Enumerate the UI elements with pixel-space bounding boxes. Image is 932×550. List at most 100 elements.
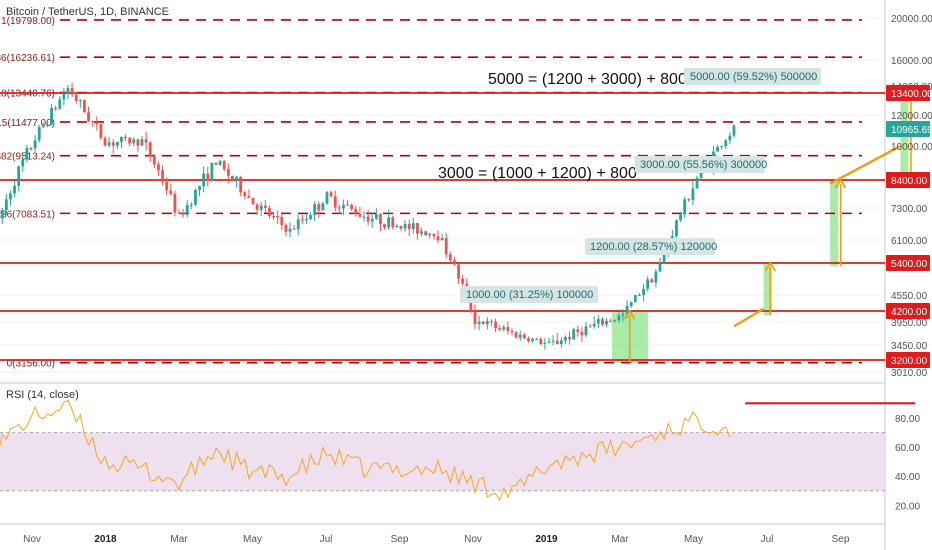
candle-body — [161, 170, 164, 182]
candle-body — [140, 139, 144, 146]
candle-body — [724, 140, 728, 147]
candle-body — [239, 176, 243, 193]
candle-body — [555, 340, 559, 345]
candle-body — [313, 204, 317, 216]
candle-body — [498, 328, 502, 330]
candle-body — [543, 342, 547, 345]
rsi-tick-label: 40.00 — [895, 472, 920, 483]
candle-body — [268, 207, 271, 216]
candle-body — [210, 162, 214, 181]
candle-body — [247, 196, 251, 198]
candle-body — [70, 88, 74, 95]
candle-body — [683, 199, 687, 215]
candle-body — [111, 142, 115, 146]
rsi-title: RSI (14, close) — [6, 389, 79, 401]
candle-body — [157, 164, 160, 171]
candle-body — [477, 321, 481, 325]
candle-body — [514, 332, 518, 338]
price-panel — [0, 0, 885, 382]
time-tick-label: Sep — [391, 534, 409, 545]
candle-body — [366, 216, 370, 222]
time-tick-label: May — [684, 534, 703, 545]
candle-body — [420, 231, 423, 234]
candle-body — [255, 204, 259, 210]
candle-body — [391, 217, 395, 227]
candle-body — [448, 254, 452, 261]
candle-body — [502, 327, 506, 330]
fib-level-label: 0.5(11477.00) — [0, 118, 55, 129]
candle-body — [280, 217, 284, 225]
candle-body — [165, 181, 169, 191]
candle-body — [510, 331, 514, 333]
candle-body — [87, 112, 90, 122]
badge-3000-bg — [635, 156, 765, 173]
candle-body — [128, 137, 132, 144]
candle-body — [440, 238, 444, 241]
price-tick-label: 12000.00 — [891, 111, 932, 122]
candle-body — [527, 338, 530, 342]
candle-body — [584, 326, 588, 336]
candle-body — [83, 100, 86, 113]
candle-body — [370, 218, 374, 222]
price-tick-label: 3010.00 — [891, 368, 928, 379]
candle-body — [276, 216, 280, 218]
candle-body — [716, 147, 719, 152]
badge-1200-bg — [585, 238, 715, 255]
candle-body — [173, 193, 177, 213]
candle-body — [62, 93, 66, 100]
candle-body — [732, 125, 736, 136]
badge-5000-bg — [684, 68, 821, 85]
candle-body — [453, 260, 456, 265]
candle-body — [506, 327, 510, 332]
candle-body — [362, 216, 366, 218]
candle-body — [428, 233, 432, 236]
measured-move-zone — [830, 180, 839, 267]
candle-body — [103, 138, 107, 146]
candle-body — [177, 212, 181, 214]
candle-body — [617, 315, 621, 320]
candle-body — [50, 107, 53, 125]
candle-body — [321, 203, 325, 211]
price-tick-label: 4550.00 — [891, 291, 928, 302]
candle-body — [399, 225, 403, 229]
candle-body — [66, 88, 70, 94]
candle-body — [646, 279, 650, 289]
candle-body — [621, 314, 625, 316]
trend-line — [829, 144, 902, 185]
candle-body — [374, 214, 378, 219]
price-tag-bg — [886, 172, 930, 188]
candle-body — [185, 204, 189, 215]
candle-body — [424, 231, 428, 236]
candle-body — [601, 319, 604, 325]
candle-body — [572, 329, 576, 340]
rsi-band — [0, 432, 885, 491]
candle-body — [387, 217, 391, 228]
candle-body — [132, 139, 136, 144]
candle-body — [568, 336, 571, 340]
candle-body — [292, 228, 296, 230]
candle-body — [288, 228, 292, 232]
candle-body — [687, 199, 691, 201]
badge-5000: 5000.00 (59.52%) 500000 — [690, 71, 817, 83]
candle-body — [728, 135, 732, 141]
candle-body — [547, 341, 551, 343]
candle-body — [531, 338, 534, 342]
fib-level-label: 1(19798.00) — [1, 16, 55, 27]
candle-body — [148, 142, 152, 157]
candle-body — [564, 336, 567, 341]
badge-1000: 1000.00 (31.25%) 100000 — [466, 289, 593, 301]
candle-body — [0, 210, 4, 219]
price-tag-bg — [886, 255, 930, 271]
time-tick-label: May — [243, 534, 262, 545]
candle-body — [662, 253, 666, 264]
price-tick-label: 7300.00 — [891, 204, 928, 215]
price-tick-label: 3950.00 — [891, 318, 928, 329]
candle-body — [481, 321, 485, 325]
candle-body — [658, 263, 662, 272]
candle-body — [333, 196, 337, 208]
candle-body — [181, 212, 185, 215]
candle-body — [272, 215, 275, 217]
candle-body — [457, 264, 460, 279]
candle-body — [679, 214, 682, 221]
fib-level-label: 0.236(7083.51) — [0, 209, 55, 220]
